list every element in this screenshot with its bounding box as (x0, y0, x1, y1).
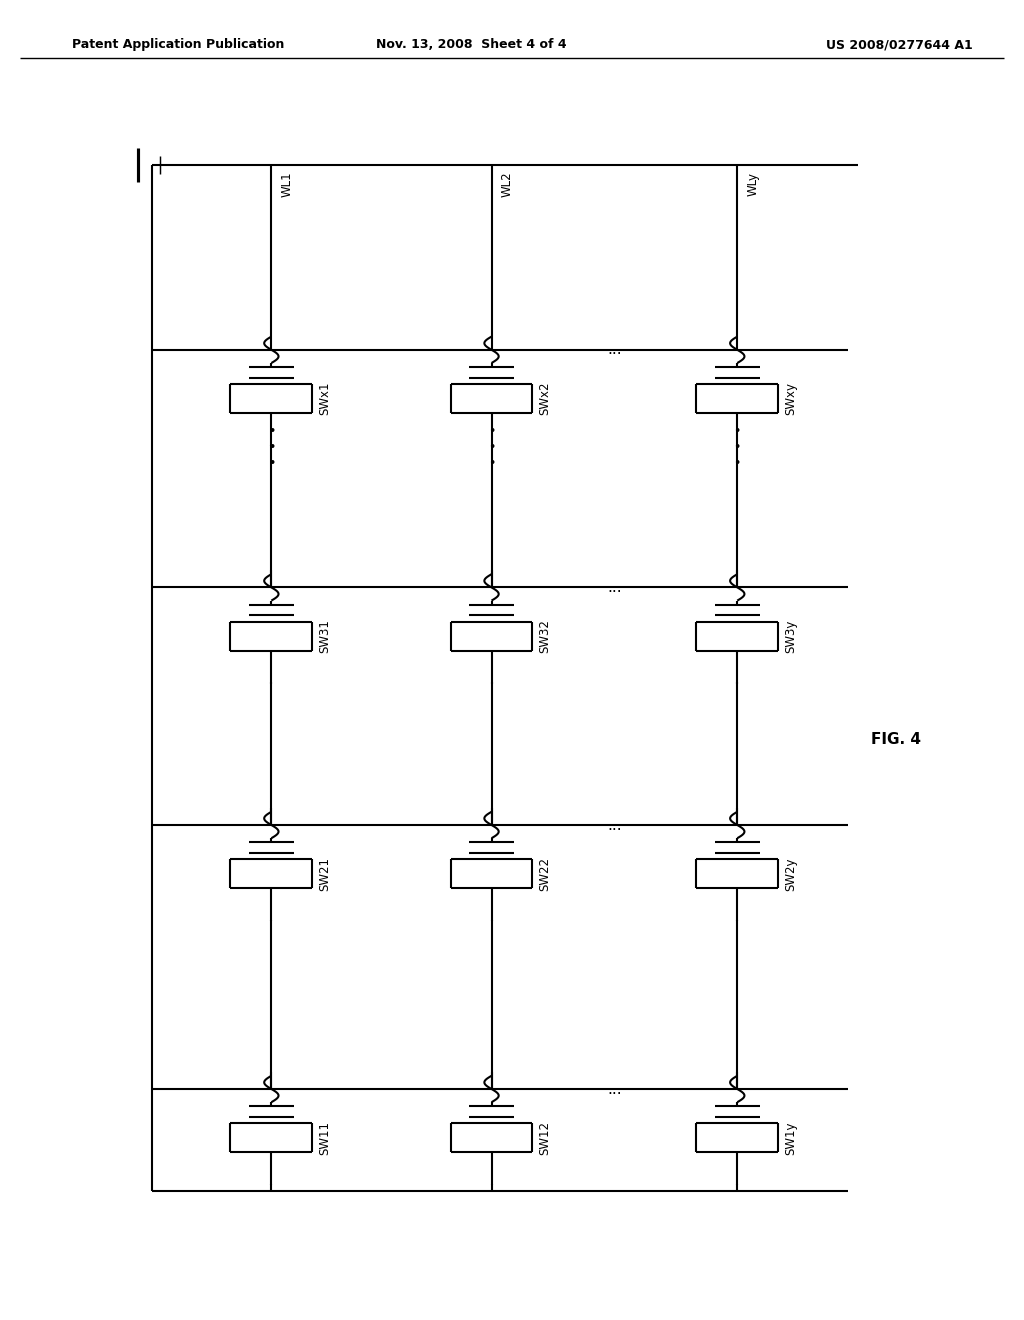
Text: Patent Application Publication: Patent Application Publication (72, 38, 284, 51)
Text: SW3y: SW3y (784, 619, 798, 653)
Text: •
•
•: • • • (267, 425, 275, 470)
Text: SW11: SW11 (318, 1121, 332, 1155)
Text: Nov. 13, 2008  Sheet 4 of 4: Nov. 13, 2008 Sheet 4 of 4 (376, 38, 566, 51)
Text: SW32: SW32 (539, 619, 552, 653)
Text: SW12: SW12 (539, 1121, 552, 1155)
Text: ...: ... (607, 579, 622, 595)
Text: ...: ... (607, 342, 622, 358)
Text: SW31: SW31 (318, 619, 332, 653)
Text: SWxy: SWxy (784, 383, 798, 416)
Text: SW2y: SW2y (784, 857, 798, 891)
Text: SWx2: SWx2 (539, 381, 552, 416)
Text: ...: ... (607, 1081, 622, 1097)
Text: WLy: WLy (746, 172, 760, 195)
Text: WL1: WL1 (281, 172, 294, 197)
Text: •
•
•: • • • (487, 425, 496, 470)
Text: WL2: WL2 (501, 172, 514, 197)
Text: •
•
•: • • • (733, 425, 741, 470)
Text: SW1y: SW1y (784, 1121, 798, 1155)
Text: ...: ... (607, 817, 622, 833)
Text: FIG. 4: FIG. 4 (871, 731, 921, 747)
Text: SWx1: SWx1 (318, 381, 332, 416)
Text: US 2008/0277644 A1: US 2008/0277644 A1 (826, 38, 973, 51)
Text: SW22: SW22 (539, 857, 552, 891)
Text: SW21: SW21 (318, 857, 332, 891)
